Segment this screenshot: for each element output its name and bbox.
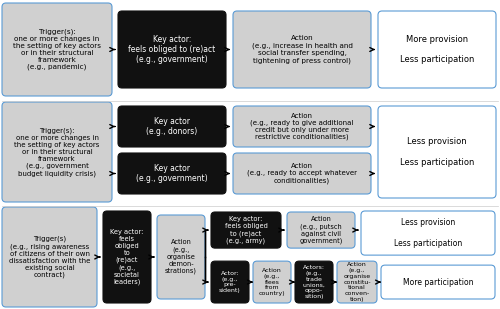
- Text: Action
(e.g.,
flees
from
country): Action (e.g., flees from country): [258, 268, 285, 296]
- Text: Action
(e.g.,
organise
constitu-
tional
conven-
tion): Action (e.g., organise constitu- tional …: [343, 262, 371, 302]
- FancyBboxPatch shape: [211, 212, 281, 248]
- Text: Key actor
(e.g., donors): Key actor (e.g., donors): [146, 117, 198, 136]
- Text: More participation: More participation: [403, 277, 473, 286]
- FancyBboxPatch shape: [253, 261, 291, 303]
- Text: Less provision

Less participation: Less provision Less participation: [400, 137, 474, 167]
- FancyBboxPatch shape: [233, 106, 371, 147]
- FancyBboxPatch shape: [295, 261, 333, 303]
- Text: Action
(e.g., ready to give additional
credit but only under more
restrictive co: Action (e.g., ready to give additional c…: [250, 112, 354, 141]
- FancyBboxPatch shape: [157, 215, 205, 299]
- Text: Action
(e.g., putsch
against civil
government): Action (e.g., putsch against civil gover…: [300, 216, 343, 244]
- Text: Action
(e.g., increase in health and
social transfer spending,
tightening of pre: Action (e.g., increase in health and soc…: [252, 36, 352, 64]
- Text: Key actor
(e.g., government): Key actor (e.g., government): [136, 164, 208, 183]
- FancyBboxPatch shape: [378, 106, 496, 198]
- Text: Key actor:
feels obliged to (re)act
(e.g., government): Key actor: feels obliged to (re)act (e.g…: [128, 35, 216, 64]
- Text: Action
(e.g.,
organise
demon-
strations): Action (e.g., organise demon- strations): [165, 239, 197, 274]
- FancyBboxPatch shape: [118, 106, 226, 147]
- FancyBboxPatch shape: [378, 11, 496, 88]
- FancyBboxPatch shape: [361, 211, 495, 255]
- Text: Less provision

Less participation: Less provision Less participation: [394, 218, 462, 248]
- Text: Action
(e.g., ready to accept whatever
conditionalities): Action (e.g., ready to accept whatever c…: [247, 163, 357, 184]
- Text: Trigger(s)
(e.g., rising awareness
of citizens of their own
dissatisfaction with: Trigger(s) (e.g., rising awareness of ci…: [9, 236, 90, 278]
- Text: Actor:
(e.g.,
pre-
sident): Actor: (e.g., pre- sident): [219, 271, 241, 293]
- FancyBboxPatch shape: [233, 11, 371, 88]
- Text: Actors:
(e.g.,
trade
unions,
oppo-
sition): Actors: (e.g., trade unions, oppo- sitio…: [302, 265, 326, 299]
- FancyBboxPatch shape: [381, 265, 495, 299]
- Text: More provision

Less participation: More provision Less participation: [400, 35, 474, 64]
- Text: Key actor:
feels obliged
to (re)act
(e.g., army): Key actor: feels obliged to (re)act (e.g…: [224, 216, 268, 244]
- FancyBboxPatch shape: [118, 153, 226, 194]
- FancyBboxPatch shape: [118, 11, 226, 88]
- FancyBboxPatch shape: [2, 3, 112, 96]
- FancyBboxPatch shape: [2, 207, 97, 307]
- Text: Trigger(s):
one or more changes in
the setting of key actors
or in their structu: Trigger(s): one or more changes in the s…: [13, 28, 101, 70]
- FancyBboxPatch shape: [233, 153, 371, 194]
- FancyBboxPatch shape: [287, 212, 355, 248]
- Text: Key actor:
feels
obliged
to
(re)act
(e.g.,
societal
leaders): Key actor: feels obliged to (re)act (e.g…: [110, 229, 144, 285]
- FancyBboxPatch shape: [337, 261, 377, 303]
- Text: Trigger(s):
one or more changes in
the setting of key actors
or in their structu: Trigger(s): one or more changes in the s…: [14, 127, 100, 177]
- FancyBboxPatch shape: [211, 261, 249, 303]
- FancyBboxPatch shape: [2, 102, 112, 202]
- FancyBboxPatch shape: [103, 211, 151, 303]
